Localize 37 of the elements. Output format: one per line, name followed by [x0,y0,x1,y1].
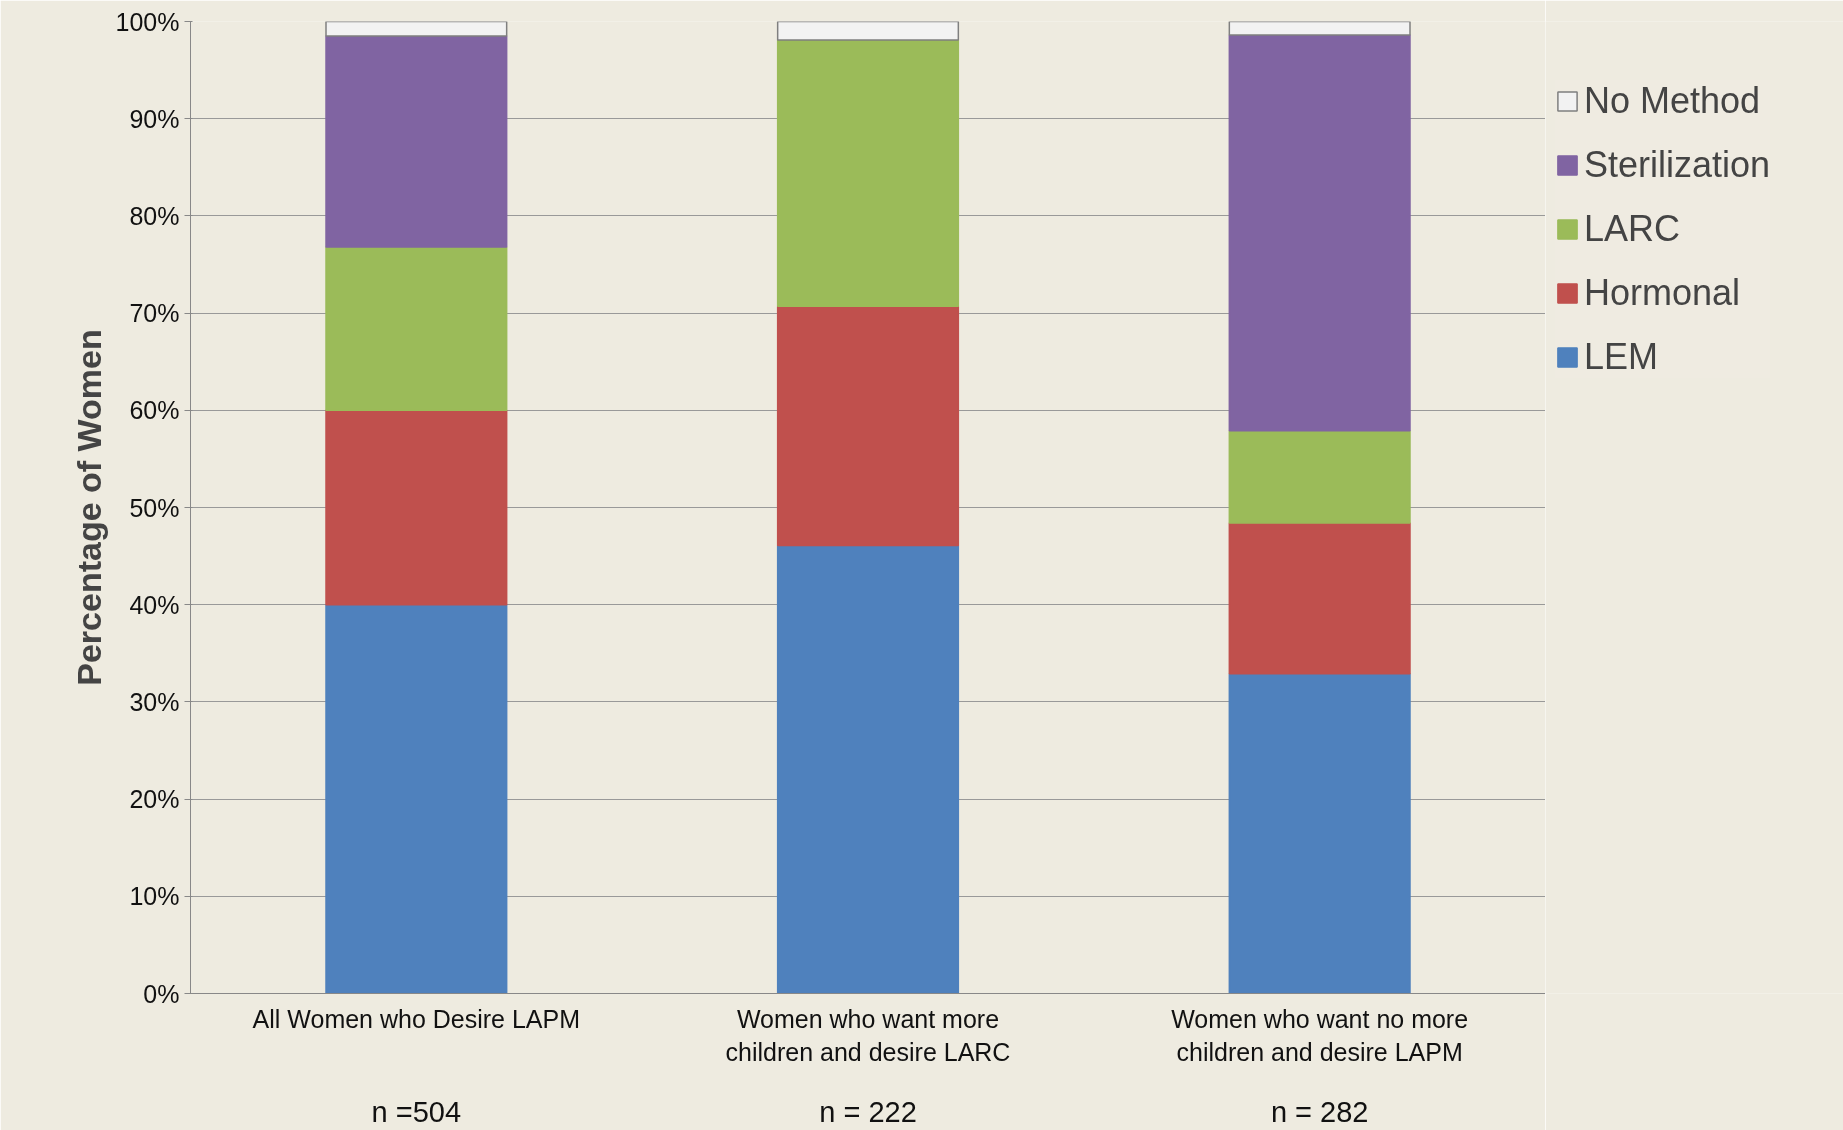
bar [776,21,960,41]
bar [325,246,508,412]
x-tick-label: Women who want more children and desire LARC [725,1004,1011,1067]
y-tick-label: 40% [129,590,180,619]
x-tick-label: All Women who Desire LAPM [252,1004,581,1033]
y-tick-label: 90% [129,104,180,133]
legend-label: LARC [1584,208,1681,250]
y-tick-label: 30% [129,687,180,716]
bar [325,409,508,606]
y-tick-label: 10% [129,882,180,911]
bar [325,21,508,37]
bar [1228,672,1411,994]
legend-label: No Method [1584,80,1761,122]
y-tick-label: 80% [129,201,180,230]
y-tick-label: 60% [129,396,180,425]
bar [1228,21,1411,36]
bar [1228,429,1411,524]
legend-label: LEM [1584,336,1659,378]
bar [776,39,960,308]
y-tick-label: 70% [129,299,180,328]
text: n =504 [371,1095,462,1128]
y-tick-label: 0% [143,979,180,1008]
bar [1228,34,1411,432]
x-tick-label: Women who want no more children and desire LAPM [1171,1004,1469,1067]
y-tick-label: 20% [129,785,180,814]
y-tick-label: 100% [115,7,180,36]
y-axis-title: Percentage of Women [69,329,108,686]
bar [325,603,508,994]
text: n = 282 [1270,1095,1369,1128]
y-tick-label: 50% [129,493,180,522]
bar [325,35,508,248]
bar [776,544,960,994]
legend-label: Sterilization [1584,144,1771,186]
legend-label: Hormonal [1584,272,1741,314]
bar [1228,522,1411,675]
bar [776,305,960,547]
text: n = 222 [819,1095,917,1128]
